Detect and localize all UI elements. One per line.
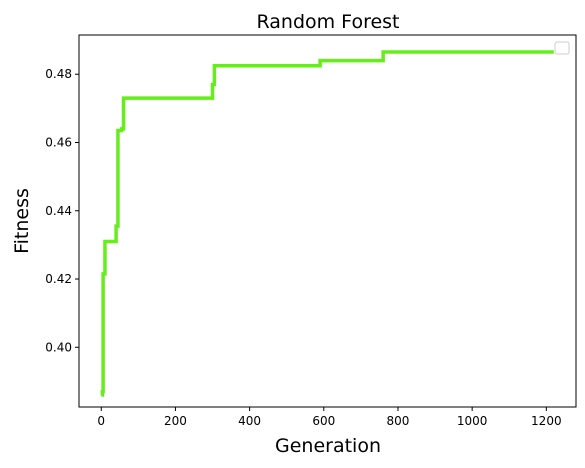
x-tick-label: 400 [238, 414, 261, 428]
legend-box [554, 41, 570, 55]
plot-frame [78, 34, 577, 408]
x-axis: 0 200 400 600 800 1000 1200 [97, 407, 562, 428]
x-axis-title: Generation [275, 435, 381, 457]
y-axis: 0.40 0.42 0.44 0.46 0.48 [45, 67, 79, 354]
y-tick-label: 0.48 [45, 67, 72, 81]
series-line-0 [100, 50, 554, 397]
x-tick-label: 800 [387, 414, 410, 428]
y-tick-label: 0.42 [45, 272, 72, 286]
x-tick-label: 1000 [457, 414, 488, 428]
x-tick-label: 0 [97, 414, 105, 428]
y-tick-label: 0.40 [45, 340, 72, 354]
y-axis-title: Fitness [11, 188, 33, 254]
x-tick-label: 600 [312, 414, 335, 428]
x-tick-label: 1200 [531, 414, 562, 428]
y-tick-label: 0.44 [45, 204, 72, 218]
y-tick-label: 0.46 [45, 136, 72, 150]
plot-area [100, 50, 554, 397]
x-tick-label: 200 [164, 414, 187, 428]
chart-title: Random Forest [256, 11, 399, 33]
